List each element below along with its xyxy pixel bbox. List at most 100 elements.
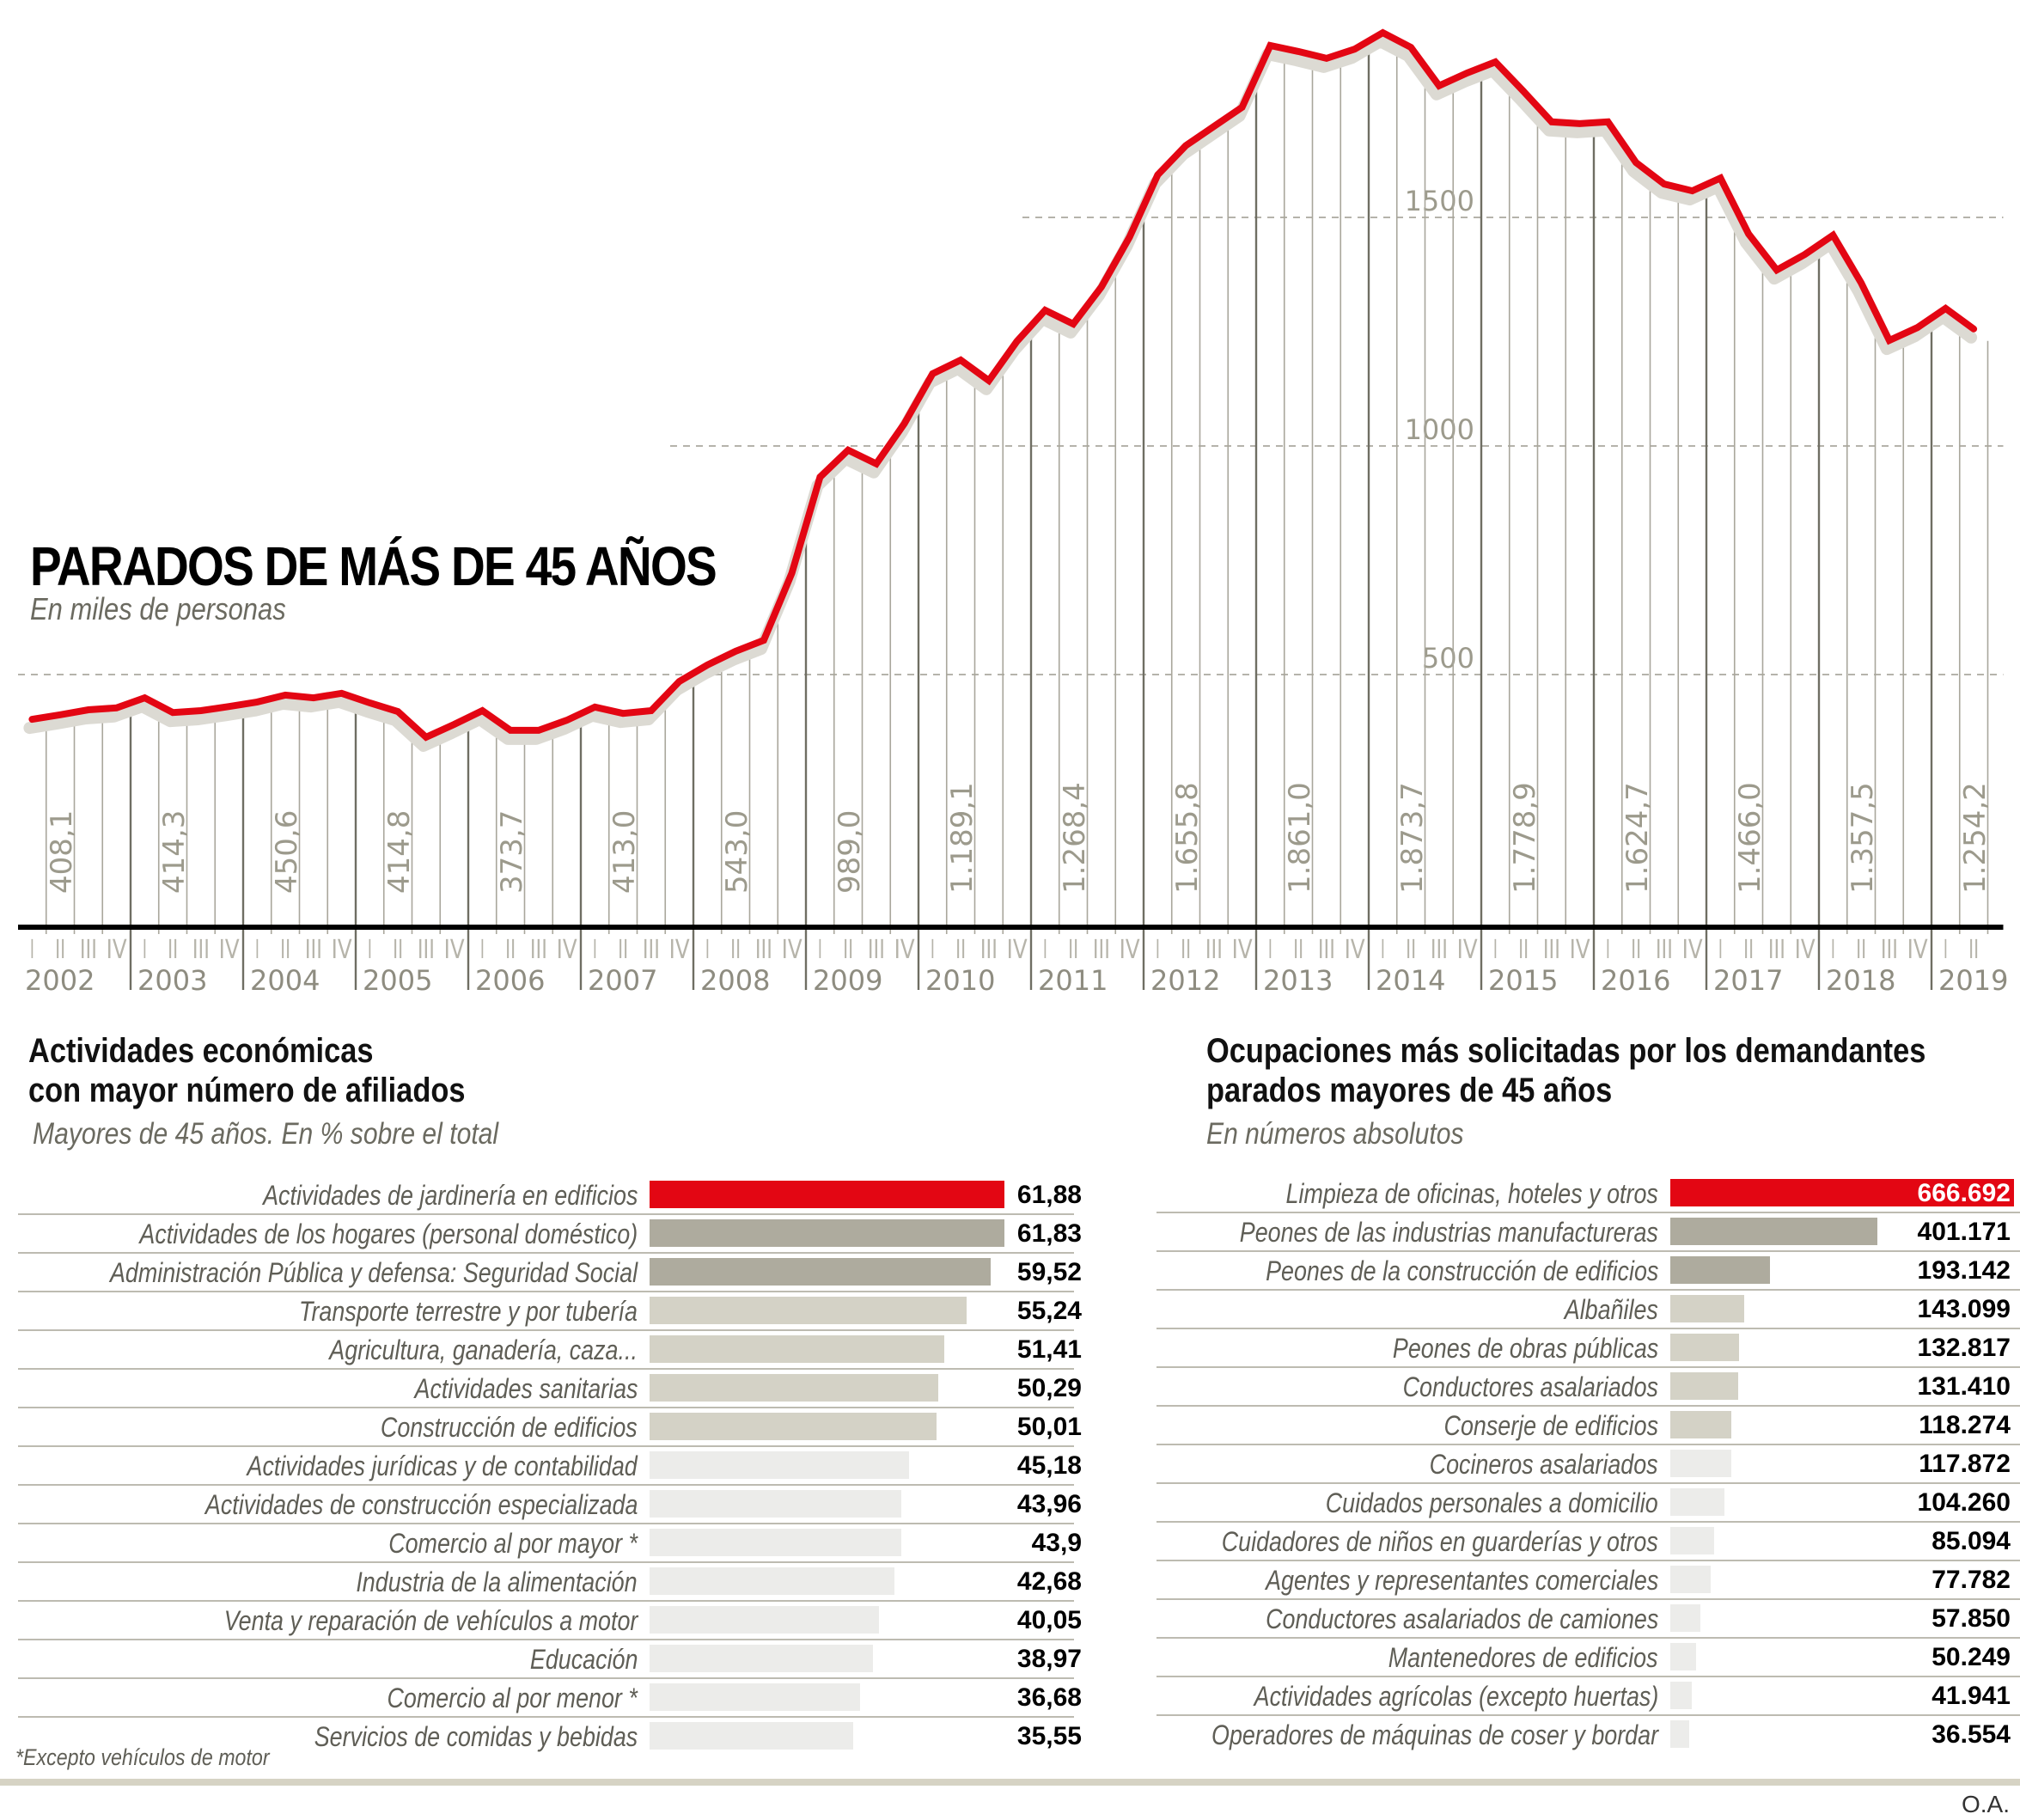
row-separator [1156,1482,2020,1484]
bar [650,1219,1004,1247]
bar-row: Peones de obras públicas 132.817 [1156,1329,2020,1368]
bar-row: Peones de las industrias manufactureras 4… [1156,1213,2020,1252]
quarter-label: I [143,935,147,965]
year-label: 2008 [700,964,770,997]
bar-label: Comercio al por menor * [0,1681,638,1715]
year-label: 2014 [1376,964,1445,997]
bar-label-text: Administración Pública y defensa: Seguri… [109,1257,638,1288]
quarter-label: III [1093,935,1110,965]
bar-label: Peones de las industrias manufactureras [885,1215,1658,1249]
bar-row: Comercio al por menor * 36,68 [18,1679,1082,1718]
bar-row: Servicios de comidas y bebidas 35,55 [18,1718,1082,1756]
bar-label-text: Albañiles [1564,1294,1658,1325]
bottom-rule [0,1779,2020,1786]
quarter-label: II [280,935,290,965]
bar-label: Peones de la construcción de edificios [885,1254,1658,1288]
bar-label-text: Limpieza de oficinas, hoteles y otros [1285,1178,1658,1209]
quarter-label: III [530,935,547,965]
quarter-label: II [1968,935,1979,965]
bar-label-text: Comercio al por mayor * [388,1528,638,1559]
bar-value: 131.410 [1917,1372,2011,1401]
left-panel-heading: Actividades económicas con mayor número … [28,1031,465,1110]
bar-value: 43,96 [1016,1490,1082,1518]
quarter-label: I [818,935,822,965]
row-separator [18,1677,1074,1679]
annual-value-label: 450,6 [270,810,304,894]
bar [650,1413,937,1440]
quarter-label: IV [332,935,352,965]
quarter-label: II [1406,935,1416,965]
annual-value-label: 414,8 [382,810,417,894]
bar [650,1451,909,1479]
year-label: 2006 [475,964,545,997]
bar-label: Actividades de los hogares (personal dom… [0,1217,638,1251]
bar-label: Actividades jurídicas y de contabilidad [0,1449,638,1483]
bar-label: Servicios de comidas y bebidas [0,1719,638,1754]
quarter-label: III [1881,935,1898,965]
bar-label-text: Mantenedores de edificios [1388,1642,1658,1673]
quarter-label: I [1944,935,1948,965]
bar-label: Cuidados personales a domicilio [885,1486,1658,1520]
bar-row: Comercio al por mayor * 43,9 [18,1524,1082,1563]
quarter-label: III [980,935,998,965]
bar-value: 104.260 [1917,1488,2011,1517]
bar-value: 57.850 [1932,1604,2011,1633]
row-separator [1156,1521,2020,1523]
bar-row: Cocineros asalariados 117.872 [1156,1445,2020,1484]
quarter-label: III [1656,935,1673,965]
bar-label: Peones de obras públicas [885,1331,1658,1365]
year-label: 2018 [1826,964,1895,997]
bar-label: Conductores asalariados de camiones [885,1602,1658,1636]
bar-label-text: Conductores asalariados [1402,1371,1658,1402]
quarter-label: IV [557,935,577,965]
bar-row: Administración Pública y defensa: Seguri… [18,1254,1082,1292]
quarter-label: IV [1120,935,1140,965]
bar [650,1490,902,1518]
series-shadow [23,35,1978,752]
quarter-label: III [1431,935,1448,965]
quarter-label: IV [1007,935,1028,965]
bar-label: Mantenedores de edificios [885,1640,1658,1675]
row-separator [1156,1444,2020,1445]
quarter-label: III [868,935,885,965]
quarter-label: I [1043,935,1047,965]
bar-row: Conserje de edificios 118.274 [1156,1407,2020,1445]
bar-label: Actividades de construcción especializad… [0,1487,638,1522]
quarter-label: IV [444,935,465,965]
year-label: 2009 [813,964,882,997]
quarter-label: IV [1682,935,1703,965]
bar [1670,1218,1877,1245]
quarter-label: I [30,935,34,965]
quarter-label: IV [219,935,240,965]
bar-label-text: Transporte terrestre y por tubería [299,1296,638,1327]
bar-row: Operadores de máquinas de coser y bordar… [1156,1716,2020,1755]
bar-value: 36,68 [1016,1683,1082,1712]
bar-label-text: Peones de obras públicas [1392,1333,1658,1364]
quarter-label: IV [1570,935,1590,965]
row-separator [1156,1598,2020,1600]
quarter-label: I [368,935,372,965]
quarter-label: IV [1232,935,1253,965]
quarter-label: I [480,935,485,965]
row-separator [1156,1714,2020,1716]
year-label: 2017 [1713,964,1783,997]
row-separator [1156,1250,2020,1252]
bar-row: Industria de la alimentación 42,68 [18,1563,1082,1602]
row-separator [1156,1676,2020,1677]
row-separator [18,1407,1074,1408]
bar-value: 61,83 [1016,1219,1082,1248]
bar-row: Conductores asalariados de camiones 57.85… [1156,1600,2020,1639]
row-separator [1156,1405,2020,1407]
right-panel-heading: Ocupaciones más solicitadas por los dema… [1206,1031,1925,1110]
year-label: 2012 [1150,964,1220,997]
bar-row: Mantenedores de edificios 50.249 [1156,1639,2020,1677]
quarter-label: III [1543,935,1560,965]
bar-label: Limpieza de oficinas, hoteles y otros [885,1176,1658,1211]
bar-value: 117.872 [1919,1450,2011,1478]
right-heading-line2: parados mayores de 45 años [1206,1072,1613,1109]
quarter-label: I [1268,935,1272,965]
bar-label: Operadores de máquinas de coser y bordar [885,1718,1658,1752]
row-separator [1156,1289,2020,1291]
bar-label-text: Educación [529,1644,638,1675]
